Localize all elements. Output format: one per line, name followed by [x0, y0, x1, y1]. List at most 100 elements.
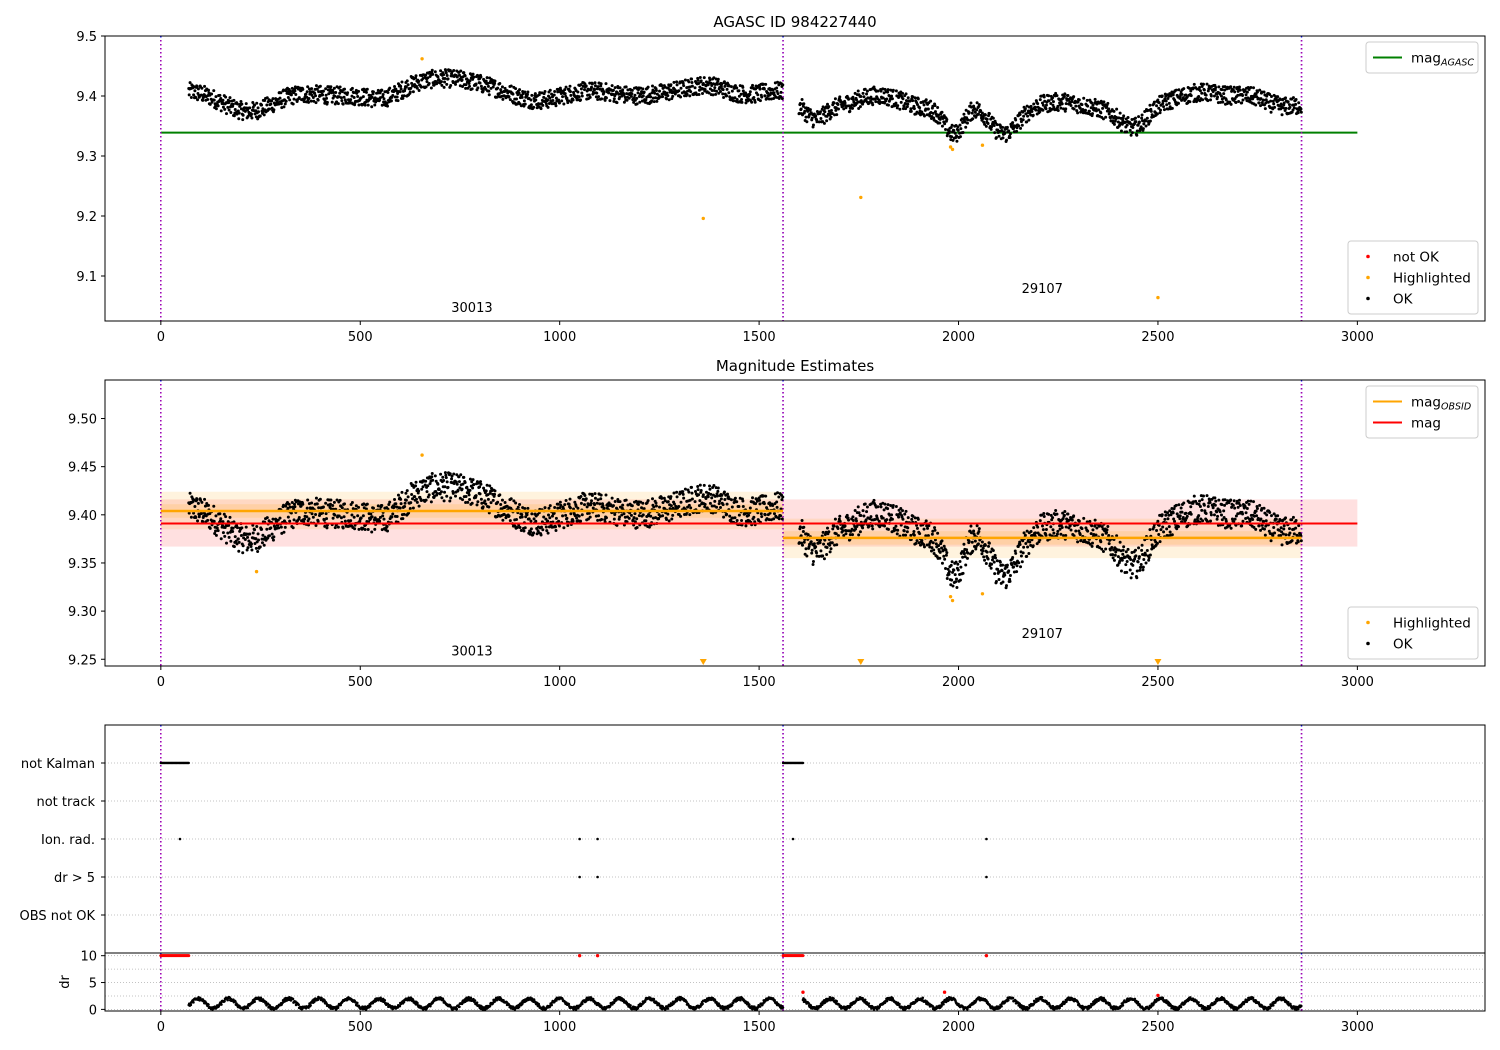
ok-point [189, 515, 193, 519]
ok-point [329, 85, 333, 89]
ok-point [350, 513, 354, 517]
ok-point [352, 96, 356, 100]
ok-point [971, 549, 975, 553]
ok-point [500, 85, 504, 89]
ok-point [715, 505, 719, 509]
ok-point [1055, 94, 1059, 98]
ok-point [1137, 546, 1141, 550]
ok-point [894, 103, 898, 107]
ok-point [270, 532, 274, 536]
ok-point [823, 533, 827, 537]
ok-point [717, 502, 721, 506]
ok-point [1135, 576, 1139, 580]
ok-point [258, 545, 262, 549]
ok-point [975, 524, 979, 528]
ok-point [881, 516, 885, 520]
ok-point [909, 107, 913, 111]
ok-point [249, 542, 253, 546]
ok-point [1115, 107, 1119, 111]
ok-point [443, 80, 447, 84]
ok-point [1044, 533, 1048, 537]
ok-point [772, 91, 776, 95]
ok-point [1082, 516, 1086, 520]
ok-point [1139, 125, 1143, 129]
ok-point [381, 514, 385, 518]
ok-point [933, 104, 937, 108]
ok-point [318, 497, 322, 501]
ok-point [1122, 545, 1126, 549]
ok-point [744, 524, 748, 528]
ok-point [1047, 94, 1051, 98]
ok-point [996, 567, 1000, 571]
ok-point [681, 492, 685, 496]
ok-point [741, 85, 745, 89]
ok-point [311, 515, 315, 519]
ok-point [1100, 525, 1104, 529]
ok-point [766, 91, 770, 95]
ok-point [1032, 102, 1036, 106]
ok-point [250, 548, 254, 552]
ok-point [499, 503, 503, 507]
ok-point [976, 112, 980, 116]
ok-point [241, 544, 245, 548]
ok-point [342, 515, 346, 519]
ok-point [591, 506, 595, 510]
ok-point [753, 100, 757, 104]
ok-point [1232, 85, 1236, 89]
ok-point [1130, 117, 1134, 121]
ok-point [437, 487, 441, 491]
ok-point [207, 503, 210, 507]
ok-point [530, 512, 534, 516]
ok-point [613, 513, 617, 517]
ok-point [526, 506, 530, 510]
ok-point [1259, 104, 1263, 108]
ok-point [245, 548, 249, 552]
ok-point [929, 539, 933, 543]
ok-point [925, 524, 929, 528]
ok-point [224, 95, 228, 99]
ok-point [1135, 129, 1139, 133]
ok-point [1269, 110, 1273, 114]
ok-point [1072, 534, 1076, 538]
ok-point [922, 114, 926, 118]
ok-point [429, 500, 433, 504]
ok-point [445, 82, 449, 86]
ok-point [733, 496, 737, 500]
ok-point [763, 94, 767, 98]
ok-point [471, 486, 475, 490]
ok-point [613, 499, 617, 503]
ok-point [306, 85, 310, 89]
ok-point [1055, 532, 1059, 536]
ok-point [314, 101, 318, 105]
ok-point [617, 517, 621, 521]
ok-point [527, 517, 531, 521]
ok-point [1066, 93, 1070, 97]
ok-point [825, 119, 829, 123]
ok-point [851, 533, 855, 537]
ok-point [233, 535, 237, 539]
ok-point [481, 505, 485, 509]
ok-point [498, 82, 502, 86]
ok-point [515, 526, 519, 530]
ok-point [236, 537, 240, 541]
ok-point [814, 545, 818, 549]
ok-point [463, 74, 467, 78]
ok-point [267, 107, 271, 111]
ok-point [658, 505, 662, 509]
ok-point [393, 497, 397, 501]
legend-label-subscript: AGASC [1440, 58, 1474, 69]
ok-point [1139, 562, 1143, 566]
ok-point [188, 491, 192, 495]
ok-point [501, 518, 505, 522]
ok-point [967, 111, 971, 115]
ok-point [255, 524, 259, 528]
ok-point [621, 503, 625, 507]
ok-point [1280, 113, 1284, 117]
ok-point [826, 526, 830, 530]
ok-point [943, 122, 947, 126]
ok-point [496, 86, 500, 90]
ok-point [829, 109, 833, 113]
ok-point [713, 86, 717, 90]
ok-point [933, 528, 937, 532]
ok-point [410, 493, 414, 497]
